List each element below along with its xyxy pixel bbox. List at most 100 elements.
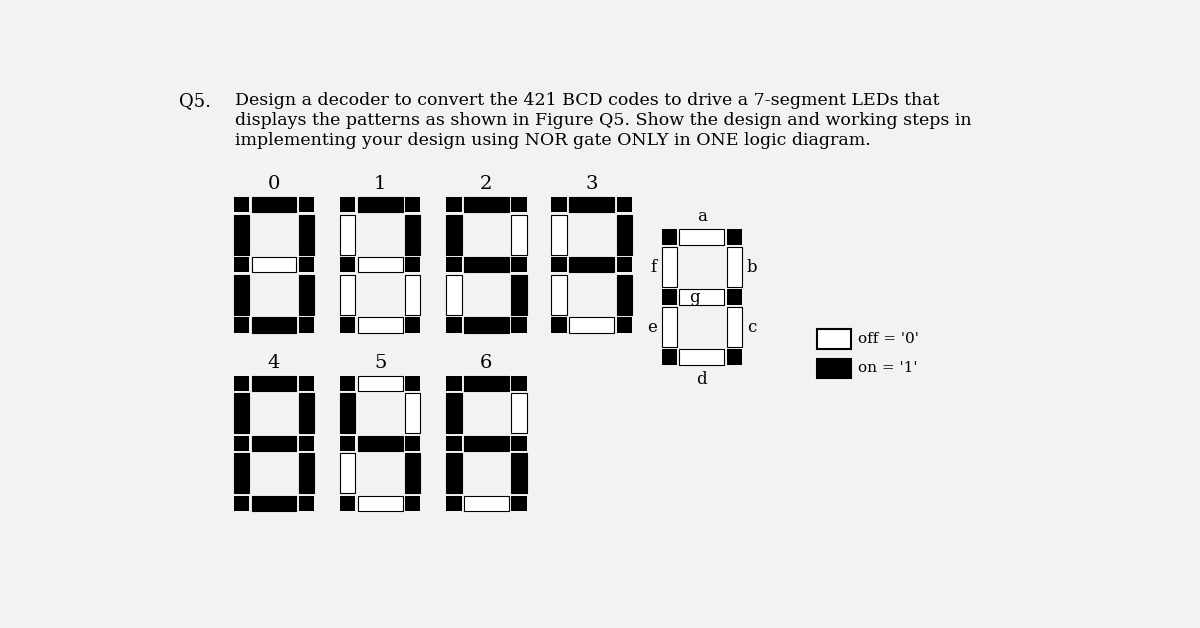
Bar bbox=[446, 257, 462, 273]
Bar bbox=[252, 317, 296, 333]
Bar bbox=[464, 376, 509, 391]
Bar bbox=[404, 257, 420, 273]
Bar bbox=[299, 257, 314, 273]
Bar bbox=[446, 495, 462, 511]
Bar bbox=[340, 197, 355, 212]
Bar bbox=[617, 275, 632, 315]
Bar bbox=[340, 275, 355, 315]
Bar bbox=[661, 349, 677, 365]
Bar bbox=[661, 290, 677, 305]
Bar bbox=[661, 229, 677, 245]
Bar bbox=[446, 453, 462, 494]
Text: 6: 6 bbox=[480, 354, 492, 372]
Bar bbox=[464, 436, 509, 451]
Bar bbox=[358, 495, 403, 511]
Bar bbox=[446, 197, 462, 212]
Bar bbox=[816, 330, 851, 349]
Bar bbox=[617, 317, 632, 333]
Bar bbox=[727, 307, 742, 347]
Text: 3: 3 bbox=[586, 175, 598, 193]
Bar bbox=[727, 229, 742, 245]
Text: off = '0': off = '0' bbox=[858, 332, 918, 346]
Bar bbox=[552, 197, 566, 212]
Text: 2: 2 bbox=[480, 175, 492, 193]
Bar bbox=[234, 275, 250, 315]
Bar bbox=[446, 376, 462, 391]
Bar bbox=[404, 393, 420, 433]
Bar bbox=[234, 317, 250, 333]
Bar bbox=[404, 197, 420, 212]
Bar bbox=[340, 376, 355, 391]
Bar bbox=[617, 257, 632, 273]
Text: displays the patterns as shown in Figure Q5. Show the design and working steps i: displays the patterns as shown in Figure… bbox=[235, 112, 972, 129]
Bar bbox=[299, 215, 314, 255]
Bar bbox=[340, 317, 355, 333]
Bar bbox=[358, 197, 403, 212]
Bar bbox=[617, 197, 632, 212]
Bar bbox=[340, 393, 355, 433]
Text: Design a decoder to convert the 421 BCD codes to drive a 7-segment LEDs that: Design a decoder to convert the 421 BCD … bbox=[235, 92, 940, 109]
Bar bbox=[234, 257, 250, 273]
Text: b: b bbox=[746, 259, 757, 276]
Bar bbox=[340, 436, 355, 451]
Bar bbox=[252, 197, 296, 212]
Bar bbox=[299, 393, 314, 433]
Text: c: c bbox=[746, 318, 756, 335]
Bar bbox=[816, 359, 851, 378]
Bar bbox=[511, 495, 527, 511]
Text: implementing your design using NOR gate ONLY in ONE logic diagram.: implementing your design using NOR gate … bbox=[235, 133, 871, 149]
Bar bbox=[404, 495, 420, 511]
Bar bbox=[358, 257, 403, 273]
Text: on = '1': on = '1' bbox=[858, 361, 917, 376]
Bar bbox=[446, 317, 462, 333]
Bar bbox=[299, 436, 314, 451]
Bar bbox=[552, 257, 566, 273]
Bar bbox=[404, 436, 420, 451]
Text: g: g bbox=[689, 289, 700, 306]
Bar bbox=[511, 317, 527, 333]
Bar bbox=[569, 197, 614, 212]
Bar bbox=[340, 495, 355, 511]
Bar bbox=[569, 257, 614, 273]
Bar bbox=[617, 215, 632, 255]
Bar bbox=[299, 317, 314, 333]
Bar bbox=[446, 436, 462, 451]
Bar bbox=[727, 247, 742, 287]
Text: f: f bbox=[650, 259, 656, 276]
Bar bbox=[569, 317, 614, 333]
Bar bbox=[511, 215, 527, 255]
Bar bbox=[511, 376, 527, 391]
Bar bbox=[234, 215, 250, 255]
Text: 5: 5 bbox=[374, 354, 386, 372]
Bar bbox=[404, 317, 420, 333]
Bar bbox=[299, 453, 314, 494]
Bar bbox=[252, 495, 296, 511]
Bar bbox=[511, 197, 527, 212]
Bar bbox=[340, 257, 355, 273]
Bar bbox=[552, 275, 566, 315]
Bar bbox=[340, 215, 355, 255]
Bar bbox=[511, 453, 527, 494]
Bar bbox=[511, 393, 527, 433]
Bar bbox=[299, 197, 314, 212]
Bar bbox=[252, 257, 296, 273]
Bar bbox=[661, 307, 677, 347]
Text: 1: 1 bbox=[374, 175, 386, 193]
Bar bbox=[464, 317, 509, 333]
Bar bbox=[358, 436, 403, 451]
Bar bbox=[727, 290, 742, 305]
Bar bbox=[661, 247, 677, 287]
Text: Q5.: Q5. bbox=[180, 92, 211, 111]
Bar bbox=[552, 317, 566, 333]
Bar bbox=[404, 453, 420, 494]
Bar bbox=[464, 495, 509, 511]
Bar bbox=[404, 275, 420, 315]
Bar bbox=[252, 376, 296, 391]
Bar bbox=[446, 393, 462, 433]
Bar bbox=[446, 275, 462, 315]
Bar bbox=[511, 436, 527, 451]
Bar bbox=[511, 257, 527, 273]
Text: d: d bbox=[696, 371, 707, 388]
Text: 4: 4 bbox=[268, 354, 280, 372]
Bar bbox=[299, 275, 314, 315]
